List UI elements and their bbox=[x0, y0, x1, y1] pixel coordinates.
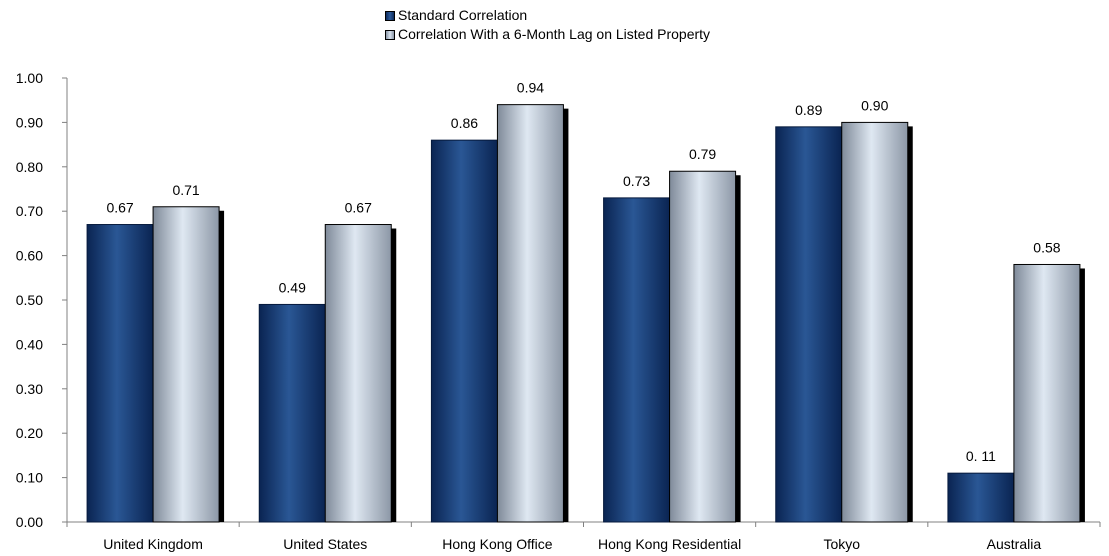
chart-legend: Standard Correlation Correlation With a … bbox=[385, 6, 710, 44]
y-tick-label: 0.30 bbox=[16, 381, 43, 397]
x-tick-label: United Kingdom bbox=[103, 536, 203, 552]
data-label: 0.67 bbox=[106, 200, 133, 216]
y-tick-label: 0.80 bbox=[16, 159, 43, 175]
y-tick-label: 0.10 bbox=[16, 470, 43, 486]
bar bbox=[258, 303, 326, 523]
data-label: 0.89 bbox=[795, 102, 822, 118]
y-tick-label: 0.20 bbox=[16, 425, 43, 441]
bar bbox=[841, 121, 909, 523]
data-label: 0.86 bbox=[451, 115, 478, 131]
x-tick-label: United States bbox=[283, 536, 367, 552]
legend-label-lagged: Correlation With a 6-Month Lag on Listed… bbox=[398, 26, 711, 42]
data-label: 0.67 bbox=[345, 200, 372, 216]
y-tick-label: 0.40 bbox=[16, 336, 43, 352]
data-label: 0. 11 bbox=[966, 448, 996, 464]
y-tick-label: 0.50 bbox=[16, 292, 43, 308]
x-tick-label: Hong Kong Office bbox=[442, 536, 552, 552]
data-label: 0.58 bbox=[1033, 239, 1060, 255]
data-label: 0.73 bbox=[623, 173, 650, 189]
data-label: 0.71 bbox=[172, 182, 199, 198]
x-tick-label: Hong Kong Residential bbox=[598, 536, 741, 552]
legend-label-standard: Standard Correlation bbox=[398, 7, 528, 23]
bar bbox=[1013, 263, 1081, 523]
data-label: 0.94 bbox=[517, 80, 544, 96]
data-label: 0.49 bbox=[279, 279, 306, 295]
y-tick-label: 0.90 bbox=[16, 114, 43, 130]
y-tick-label: 0.70 bbox=[16, 203, 43, 219]
y-tick-label: 0.00 bbox=[16, 514, 43, 530]
legend-swatch-lagged bbox=[385, 29, 395, 40]
bar bbox=[152, 206, 220, 523]
legend-swatch-standard bbox=[385, 10, 395, 21]
bar bbox=[603, 197, 671, 523]
bar bbox=[669, 170, 737, 523]
x-tick-label: Australia bbox=[987, 536, 1042, 552]
bar bbox=[496, 104, 564, 523]
bar bbox=[775, 126, 843, 523]
y-tick-label: 1.00 bbox=[16, 70, 43, 86]
data-label: 0.79 bbox=[689, 146, 716, 162]
bar bbox=[947, 472, 1015, 523]
bar bbox=[86, 224, 154, 523]
legend-item-lagged: Correlation With a 6-Month Lag on Listed… bbox=[385, 25, 710, 44]
bar bbox=[324, 224, 392, 523]
y-tick-label: 0.60 bbox=[16, 248, 43, 264]
x-tick-label: Tokyo bbox=[823, 536, 860, 552]
legend-item-standard: Standard Correlation bbox=[385, 6, 710, 25]
data-label: 0.90 bbox=[861, 97, 888, 113]
bar bbox=[430, 139, 498, 523]
